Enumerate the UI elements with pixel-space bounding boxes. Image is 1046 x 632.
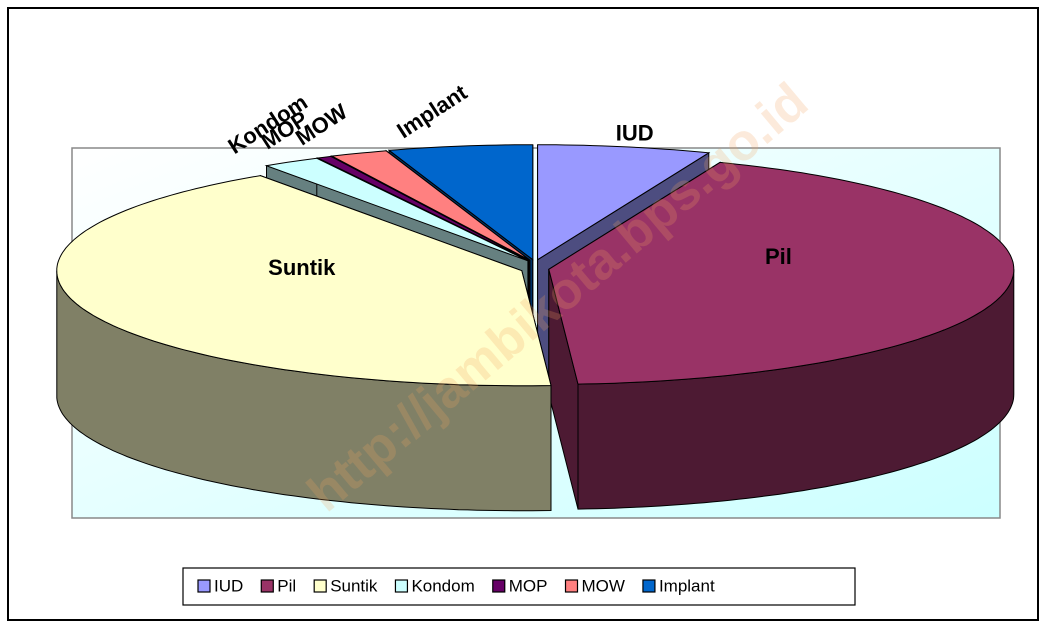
slice bbox=[537, 144, 711, 261]
slice bbox=[387, 144, 534, 261]
legend-swatch bbox=[197, 579, 211, 593]
slice bbox=[264, 157, 529, 262]
legend-swatch bbox=[260, 579, 274, 593]
legend-swatch bbox=[313, 579, 327, 593]
slice bbox=[56, 175, 552, 387]
legend-label: Implant bbox=[659, 576, 715, 595]
legend-label: Suntik bbox=[330, 576, 378, 595]
legend-label: IUD bbox=[214, 576, 243, 595]
legend-swatch bbox=[564, 579, 579, 593]
legend-box bbox=[182, 567, 856, 606]
slice-label: Pil bbox=[765, 244, 792, 269]
pie-tops bbox=[56, 144, 1015, 387]
legend-label: Kondom bbox=[411, 576, 474, 595]
slice bbox=[330, 150, 531, 261]
legend-swatch bbox=[394, 579, 409, 593]
legend-label: Pil bbox=[277, 576, 296, 595]
slice bbox=[548, 161, 1015, 385]
legend-label: MOW bbox=[582, 576, 625, 595]
slice-label: IUD bbox=[616, 121, 654, 146]
legend-swatch bbox=[642, 579, 656, 593]
legend-label: MOP bbox=[509, 576, 548, 595]
slice-label: Suntik bbox=[268, 255, 336, 280]
legend: IUD Pil Suntik Kondom MOP MOW Implant bbox=[197, 576, 715, 595]
slice bbox=[315, 155, 530, 261]
legend-swatch bbox=[492, 579, 506, 593]
